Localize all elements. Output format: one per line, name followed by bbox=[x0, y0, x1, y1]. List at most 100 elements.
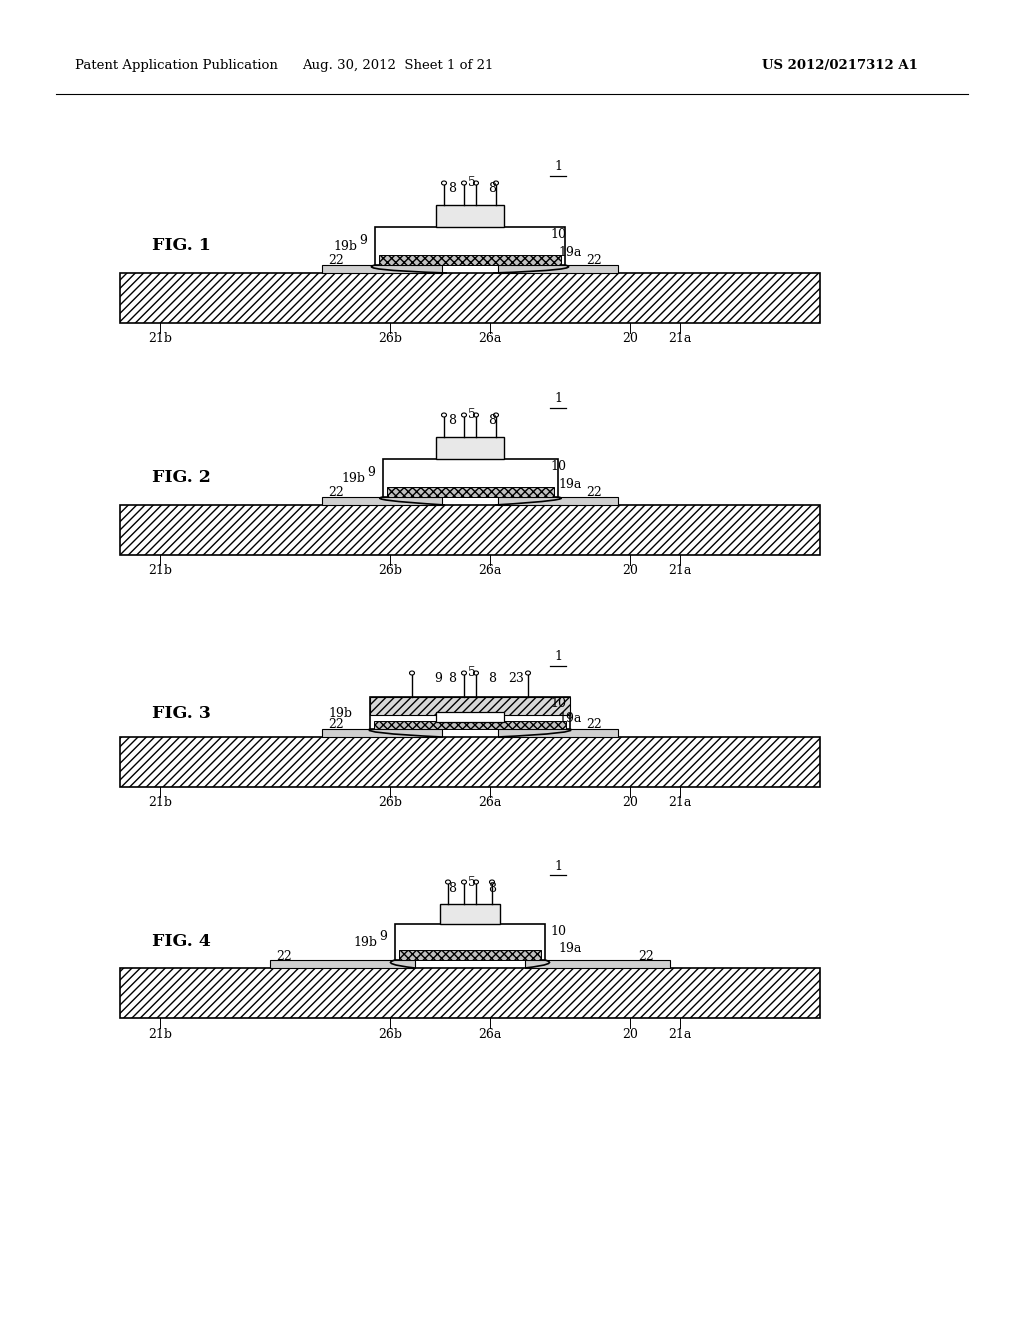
Bar bbox=[374, 721, 566, 729]
Text: 10: 10 bbox=[550, 228, 566, 242]
Bar bbox=[370, 697, 570, 714]
Text: 9: 9 bbox=[367, 466, 375, 479]
Text: 8: 8 bbox=[449, 182, 456, 195]
Text: 10: 10 bbox=[550, 461, 566, 473]
Bar bbox=[525, 960, 670, 968]
Bar bbox=[375, 227, 565, 265]
Ellipse shape bbox=[473, 880, 478, 884]
Bar bbox=[436, 437, 504, 459]
Text: 22: 22 bbox=[328, 487, 344, 499]
Text: 26a: 26a bbox=[478, 333, 502, 346]
Text: 23: 23 bbox=[508, 672, 524, 685]
Bar bbox=[322, 265, 442, 273]
Text: 8: 8 bbox=[449, 882, 456, 895]
Ellipse shape bbox=[441, 413, 446, 417]
Text: 5: 5 bbox=[468, 408, 476, 421]
Text: 19a: 19a bbox=[558, 478, 582, 491]
Text: 21b: 21b bbox=[148, 565, 172, 578]
Bar bbox=[498, 265, 618, 273]
Bar bbox=[270, 960, 415, 968]
Text: 8: 8 bbox=[449, 414, 456, 428]
Text: 21a: 21a bbox=[669, 333, 691, 346]
Ellipse shape bbox=[525, 671, 530, 675]
Text: 21a: 21a bbox=[669, 565, 691, 578]
Bar bbox=[120, 968, 820, 1018]
Bar bbox=[436, 711, 504, 722]
Bar bbox=[322, 498, 442, 506]
Ellipse shape bbox=[494, 181, 499, 185]
Ellipse shape bbox=[462, 671, 467, 675]
Text: 8: 8 bbox=[488, 414, 496, 428]
Bar bbox=[120, 737, 820, 787]
Ellipse shape bbox=[410, 671, 415, 675]
Bar bbox=[379, 255, 561, 265]
Text: 8: 8 bbox=[449, 672, 456, 685]
Text: 10: 10 bbox=[550, 925, 566, 937]
Bar bbox=[498, 729, 618, 737]
Bar bbox=[120, 506, 820, 554]
Ellipse shape bbox=[462, 181, 467, 185]
Text: FIG. 3: FIG. 3 bbox=[152, 705, 211, 722]
Text: Patent Application Publication: Patent Application Publication bbox=[75, 59, 278, 73]
Ellipse shape bbox=[494, 413, 499, 417]
Text: 20: 20 bbox=[622, 333, 638, 346]
Text: 22: 22 bbox=[328, 255, 344, 268]
Text: 8: 8 bbox=[488, 882, 496, 895]
Text: 19a: 19a bbox=[558, 713, 582, 725]
Text: 9: 9 bbox=[359, 234, 367, 247]
Bar bbox=[370, 697, 570, 729]
Bar bbox=[387, 487, 554, 498]
Text: 22: 22 bbox=[638, 949, 654, 962]
Text: 26a: 26a bbox=[478, 1027, 502, 1040]
Text: 21a: 21a bbox=[669, 1027, 691, 1040]
Ellipse shape bbox=[445, 880, 451, 884]
Bar bbox=[440, 904, 500, 924]
Text: 1: 1 bbox=[554, 161, 562, 173]
Bar bbox=[436, 205, 504, 227]
Text: 22: 22 bbox=[586, 255, 602, 268]
Ellipse shape bbox=[473, 181, 478, 185]
Text: 26a: 26a bbox=[478, 565, 502, 578]
Bar bbox=[322, 729, 442, 737]
Text: 19b: 19b bbox=[328, 708, 352, 721]
Text: 21a: 21a bbox=[669, 796, 691, 809]
Text: 8: 8 bbox=[488, 182, 496, 195]
Ellipse shape bbox=[441, 181, 446, 185]
Text: FIG. 2: FIG. 2 bbox=[152, 470, 211, 487]
Text: FIG. 4: FIG. 4 bbox=[152, 933, 211, 950]
Text: 19b: 19b bbox=[353, 936, 377, 949]
Text: Aug. 30, 2012  Sheet 1 of 21: Aug. 30, 2012 Sheet 1 of 21 bbox=[302, 59, 494, 73]
Text: 8: 8 bbox=[488, 672, 496, 685]
Text: 10: 10 bbox=[550, 697, 566, 710]
Text: 1: 1 bbox=[554, 392, 562, 405]
Text: 5: 5 bbox=[468, 875, 476, 888]
Text: 9: 9 bbox=[379, 931, 387, 942]
Text: 9: 9 bbox=[434, 672, 442, 685]
Text: 26b: 26b bbox=[378, 333, 402, 346]
Ellipse shape bbox=[462, 880, 467, 884]
Text: 26b: 26b bbox=[378, 796, 402, 809]
Bar bbox=[399, 950, 541, 960]
Text: 20: 20 bbox=[622, 565, 638, 578]
Text: 22: 22 bbox=[586, 487, 602, 499]
Text: 20: 20 bbox=[622, 796, 638, 809]
Text: 22: 22 bbox=[328, 718, 344, 731]
Text: 19b: 19b bbox=[333, 240, 357, 253]
Text: 1: 1 bbox=[554, 651, 562, 664]
Text: 21b: 21b bbox=[148, 796, 172, 809]
Text: 22: 22 bbox=[276, 949, 292, 962]
Text: 5: 5 bbox=[468, 177, 476, 190]
Ellipse shape bbox=[473, 671, 478, 675]
Ellipse shape bbox=[462, 413, 467, 417]
Text: 19a: 19a bbox=[558, 942, 582, 954]
Bar bbox=[120, 273, 820, 323]
Text: 19b: 19b bbox=[341, 473, 365, 486]
Text: 1: 1 bbox=[554, 859, 562, 873]
Text: 5: 5 bbox=[468, 667, 476, 680]
Ellipse shape bbox=[489, 880, 495, 884]
Bar bbox=[395, 924, 545, 960]
Bar bbox=[383, 459, 558, 498]
Text: 26b: 26b bbox=[378, 1027, 402, 1040]
Text: 20: 20 bbox=[622, 1027, 638, 1040]
Text: FIG. 1: FIG. 1 bbox=[152, 238, 211, 255]
